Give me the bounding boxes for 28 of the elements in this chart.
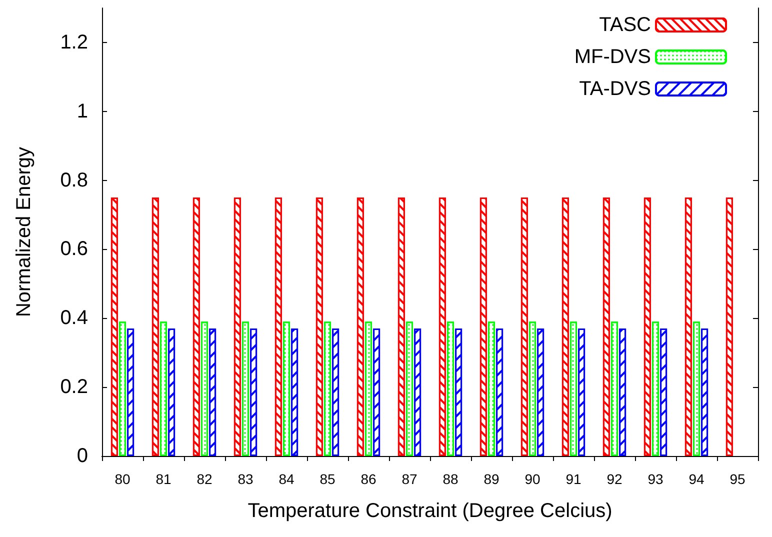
x-tick-label: 89 <box>484 471 500 487</box>
x-tick-label: 90 <box>524 471 540 487</box>
y-tick-label: 0.2 <box>60 376 88 398</box>
x-tick-label: 87 <box>402 471 418 487</box>
x-tick-label: 93 <box>648 471 664 487</box>
legend-label: TA-DVS <box>579 78 651 100</box>
y-tick-label: 1 <box>76 100 88 122</box>
y-tick-label: 1.2 <box>60 31 88 54</box>
x-tick-label: 95 <box>730 471 746 487</box>
legend-label: MF-DVS <box>574 46 651 68</box>
y-tick-label: 0 <box>76 445 88 467</box>
x-tick-label: 94 <box>688 471 704 487</box>
legend-label: TASC <box>599 14 651 36</box>
x-tick-label: 81 <box>156 471 172 487</box>
x-tick-label: 85 <box>320 471 336 487</box>
x-tick-label: 83 <box>238 471 254 487</box>
x-axis-title: Temperature Constraint (Degree Celcius) <box>248 500 612 522</box>
x-tick-label: 84 <box>278 471 294 487</box>
x-tick-label: 91 <box>566 471 582 487</box>
y-axis-title: Normalized Energy <box>13 146 35 318</box>
x-tick-label: 92 <box>606 471 622 487</box>
x-tick-label: 88 <box>442 471 458 487</box>
x-tick-label: 82 <box>196 471 212 487</box>
y-tick-label: 0.4 <box>60 307 88 330</box>
x-tick-label: 86 <box>360 471 376 487</box>
y-tick-label: 0.6 <box>60 238 88 260</box>
y-tick-label: 0.8 <box>60 169 88 192</box>
x-tick-label: 80 <box>114 471 130 487</box>
